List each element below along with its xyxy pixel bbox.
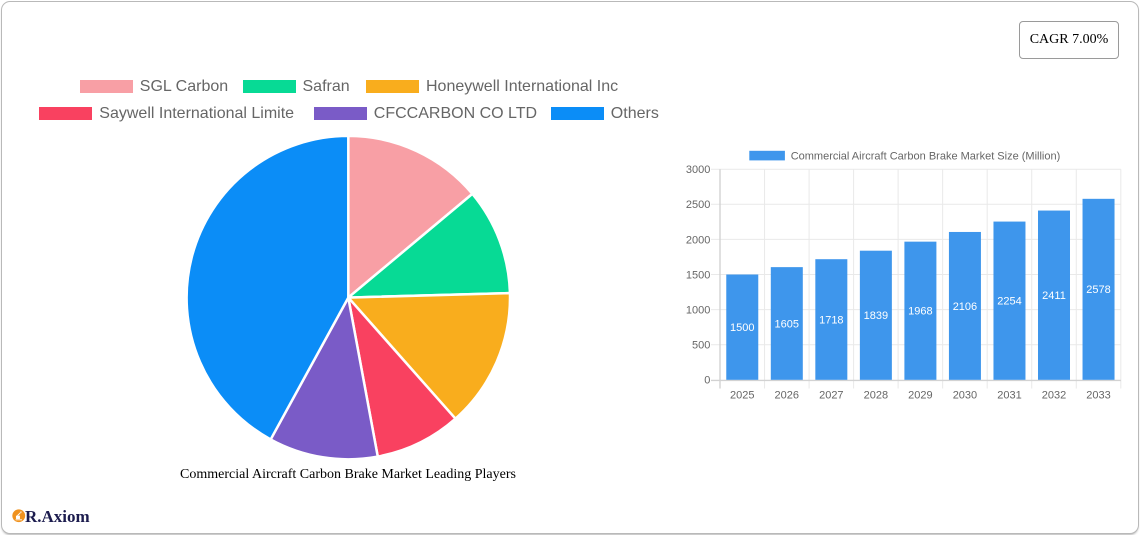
svg-text:500: 500 (692, 340, 710, 352)
svg-text:1605: 1605 (775, 318, 799, 330)
svg-text:2500: 2500 (686, 199, 710, 211)
svg-text:2026: 2026 (775, 390, 799, 402)
svg-text:2000: 2000 (686, 234, 710, 246)
svg-text:2030: 2030 (953, 390, 977, 402)
svg-text:2028: 2028 (864, 390, 888, 402)
svg-text:1968: 1968 (908, 306, 932, 318)
svg-text:1000: 1000 (686, 305, 710, 317)
svg-text:2254: 2254 (997, 296, 1021, 308)
svg-text:2025: 2025 (730, 390, 754, 402)
svg-text:0: 0 (704, 375, 710, 387)
svg-text:2032: 2032 (1042, 390, 1066, 402)
svg-text:2031: 2031 (997, 390, 1021, 402)
svg-text:1500: 1500 (730, 322, 754, 334)
svg-text:2033: 2033 (1086, 390, 1110, 402)
svg-text:Commercial Aircraft Carbon Bra: Commercial Aircraft Carbon Brake Market … (791, 151, 1061, 163)
svg-text:3000: 3000 (686, 164, 710, 176)
svg-text:1839: 1839 (864, 310, 888, 322)
svg-text:2029: 2029 (908, 390, 932, 402)
svg-text:2027: 2027 (819, 390, 843, 402)
svg-text:2578: 2578 (1086, 284, 1110, 296)
svg-text:1718: 1718 (819, 314, 843, 326)
svg-text:2106: 2106 (953, 301, 977, 313)
svg-text:2411: 2411 (1042, 290, 1066, 302)
svg-text:1500: 1500 (686, 269, 710, 281)
